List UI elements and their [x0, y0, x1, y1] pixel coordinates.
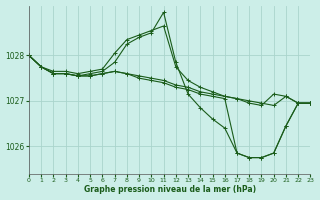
X-axis label: Graphe pression niveau de la mer (hPa): Graphe pression niveau de la mer (hPa) [84, 185, 256, 194]
